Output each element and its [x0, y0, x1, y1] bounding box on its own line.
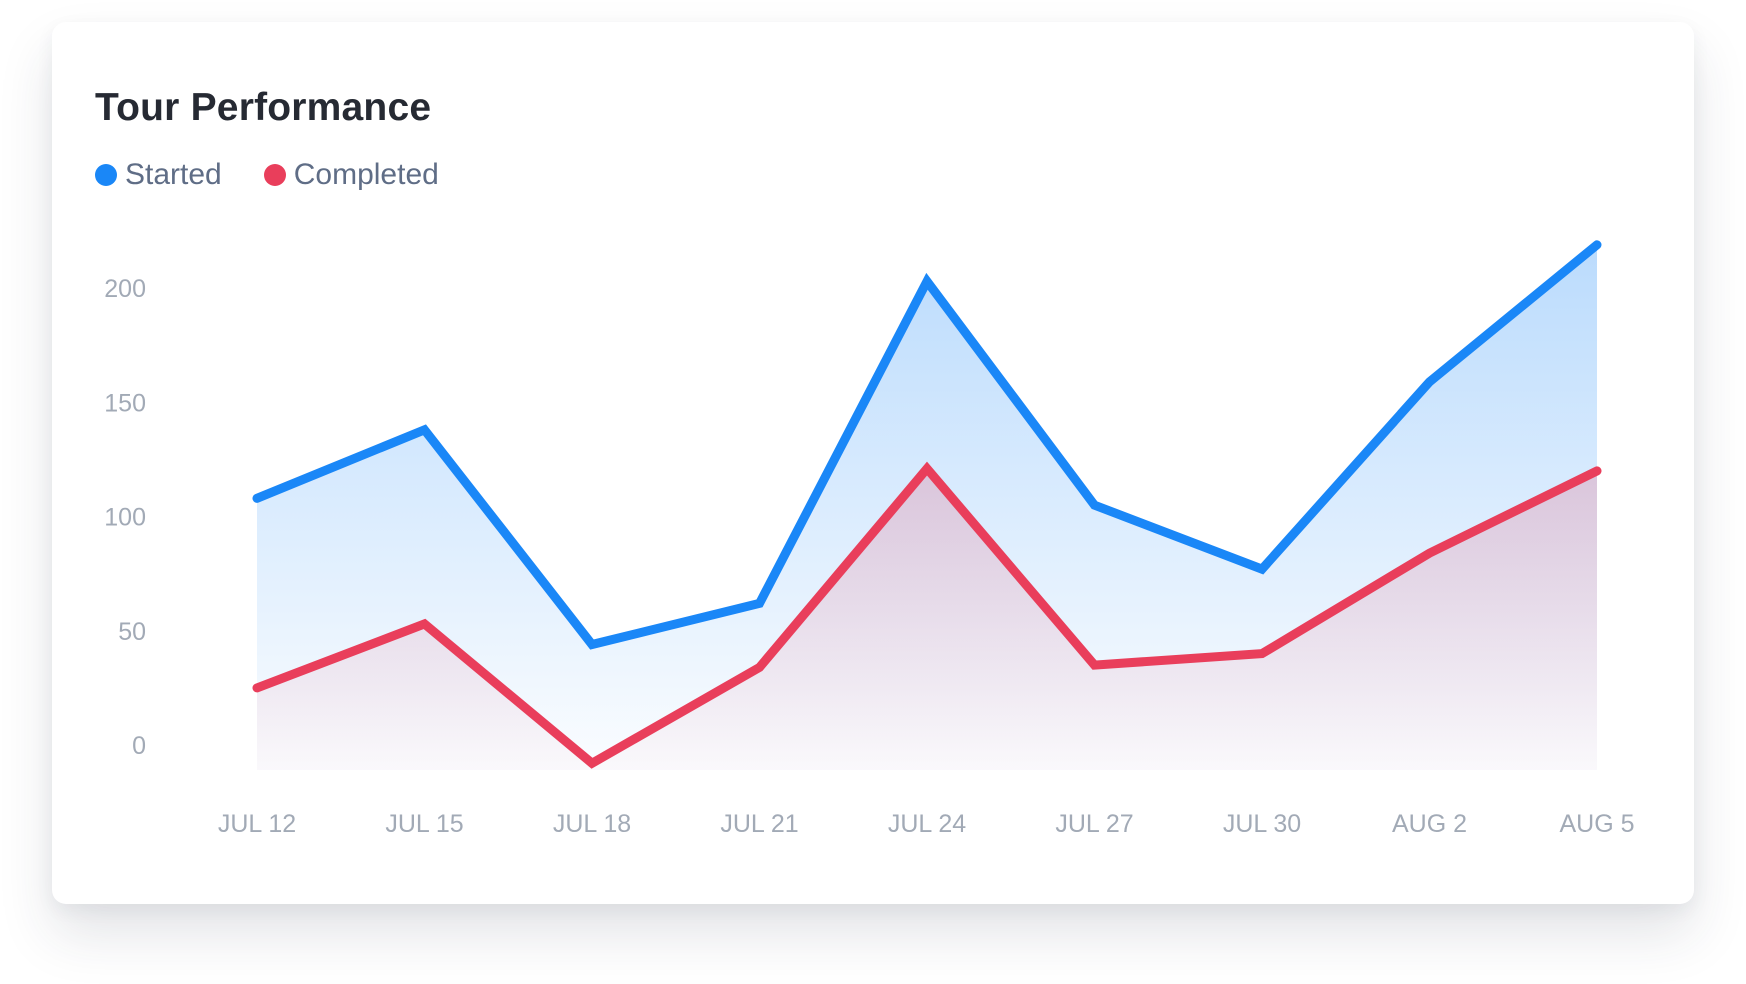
point-completed[interactable]	[424, 623, 425, 625]
y-tick-label: 50	[118, 618, 146, 646]
legend-label-started: Started	[125, 158, 222, 191]
point-completed[interactable]	[759, 666, 760, 668]
y-tick-label: 200	[104, 275, 146, 303]
x-tick-label: JUL 24	[888, 810, 966, 838]
point-completed[interactable]	[1596, 470, 1598, 472]
point-started[interactable]	[591, 644, 593, 646]
point-completed[interactable]	[591, 762, 593, 764]
x-tick-label: JUL 18	[553, 810, 631, 838]
legend-marker-completed	[263, 164, 286, 186]
y-tick-label: 100	[104, 504, 146, 532]
y-axis-ticks: 0 50 100 150 200	[104, 275, 146, 760]
x-tick-label: JUL 30	[1223, 810, 1301, 838]
point-started[interactable]	[424, 429, 425, 431]
x-tick-label: JUL 27	[1055, 810, 1133, 838]
y-tick-label: 0	[132, 732, 146, 760]
legend-item-completed[interactable]: Completed	[263, 158, 439, 192]
point-completed[interactable]	[1261, 653, 1263, 655]
point-started[interactable]	[1596, 244, 1598, 246]
point-started[interactable]	[1094, 504, 1095, 506]
point-started[interactable]	[926, 280, 928, 282]
point-completed[interactable]	[1429, 552, 1430, 554]
y-tick-label: 150	[104, 389, 146, 417]
point-started[interactable]	[759, 602, 760, 604]
point-completed[interactable]	[256, 687, 258, 689]
point-started[interactable]	[1261, 568, 1263, 570]
point-started[interactable]	[256, 497, 258, 499]
point-completed[interactable]	[1094, 664, 1095, 666]
x-tick-label: JUL 15	[385, 810, 463, 838]
point-started[interactable]	[1429, 381, 1430, 383]
area-completed	[257, 468, 1597, 770]
x-tick-label: JUL 21	[720, 810, 798, 838]
legend-item-started[interactable]: Started	[95, 158, 222, 192]
legend-marker-started	[95, 164, 117, 186]
chart-areas	[257, 244, 1597, 770]
chart-title: Tour Performance	[95, 86, 432, 129]
x-axis-ticks: JUL 12 JUL 15 JUL 18 JUL 21 JUL 24 JUL 27 JUL …	[218, 810, 1635, 838]
point-completed[interactable]	[926, 468, 928, 470]
x-tick-label: JUL 12	[218, 810, 296, 838]
chart-legend: Started Completed	[95, 158, 439, 192]
x-tick-label: AUG 2	[1392, 810, 1467, 838]
chart-lines	[252, 240, 1602, 769]
legend-label-completed: Completed	[293, 158, 439, 191]
x-tick-label: AUG 5	[1559, 810, 1634, 838]
